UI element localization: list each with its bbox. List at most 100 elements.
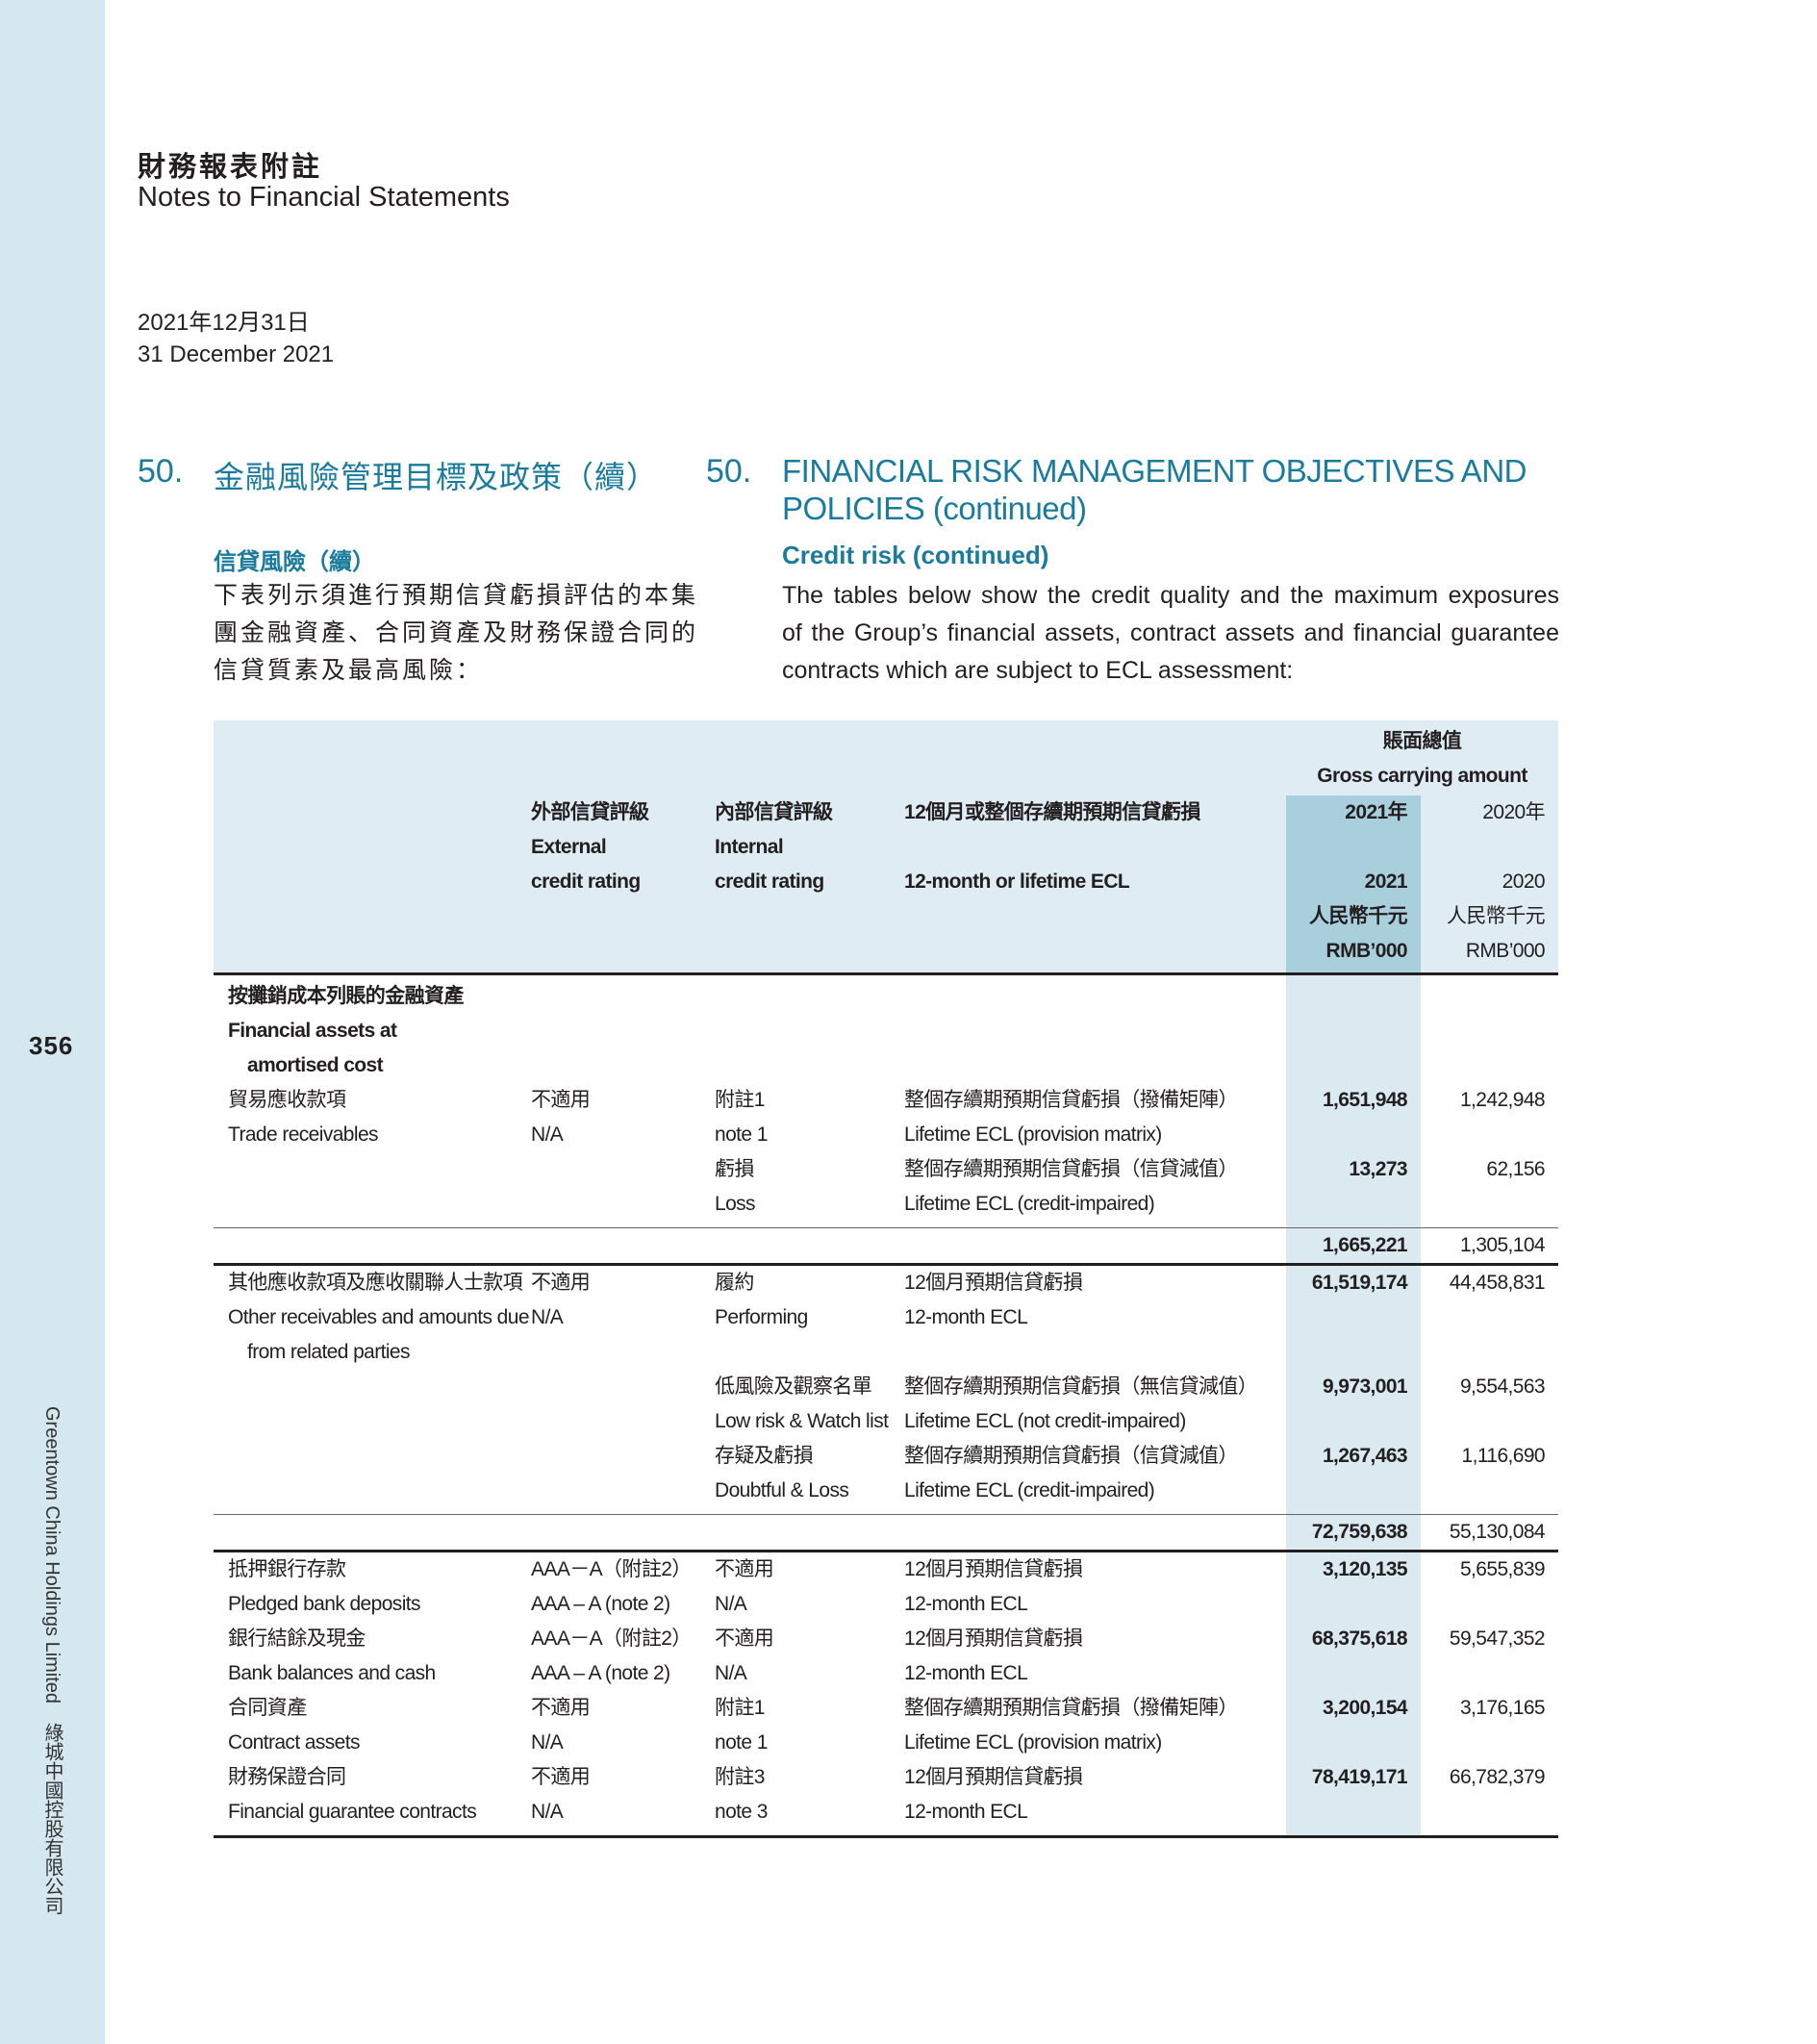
cell [1421, 974, 1558, 1084]
table-row: 虧損 Loss 整個存續期預期信貸虧損（信貸減值） Lifetime ECL (cre… [214, 1152, 1558, 1228]
external-rating: 不適用 N/A [531, 1265, 715, 1371]
value: 3,120,135 [1322, 1558, 1408, 1580]
ecl-stage-line: 12-month ECL [904, 1801, 1028, 1823]
table-row: 財務保證合同 Financial guarantee contracts 不適用 N/… [214, 1760, 1558, 1838]
row-label: 其他應收款項及應收關聯人士款項 Other receivables and amo… [214, 1265, 531, 1371]
ecl-stage-line: 整個存續期預期信貸虧損（撥備矩陣） [904, 1089, 1238, 1111]
section-title-en-2: POLICIES (continued) [782, 491, 1087, 526]
row-label: 財務保證合同 Financial guarantee contracts [214, 1760, 531, 1838]
paragraph-line: 信貸質素及最高風險： [214, 657, 484, 684]
amount-2021: 3,200,154 [1286, 1691, 1421, 1760]
ecl-stage-line: 12個月預期信貸虧損 [904, 1558, 1083, 1580]
row-label-line: Contract assets [228, 1731, 361, 1754]
header-text: 內部信貸評級 [715, 801, 833, 823]
external-rating-line: N/A [531, 1123, 564, 1146]
external-rating: AAA－A（附註2） AAA – A (note 2) [531, 1622, 715, 1691]
external-rating [531, 1370, 715, 1439]
section-title-zh: 金融風險管理目標及政策（續） [214, 460, 659, 494]
header-text: 2021年 [1345, 801, 1407, 823]
row-label [214, 1439, 531, 1515]
value: 66,782,379 [1449, 1766, 1546, 1788]
row-label-line: 抵押銀行存款 [228, 1558, 346, 1580]
amount-2021: 13,273 [1286, 1152, 1421, 1228]
row-label [214, 1152, 531, 1228]
heading-line: amortised cost [247, 1054, 384, 1076]
header-text: Internal [715, 836, 784, 858]
external-rating-line: N/A [531, 1731, 564, 1754]
value: 44,458,831 [1449, 1272, 1546, 1294]
cell [531, 1514, 715, 1552]
header-title-en: Notes to Financial Statements [138, 182, 510, 213]
table-row: 存疑及虧損 Doubtful & Loss 整個存續期預期信貸虧損（信貸減值） Lif… [214, 1439, 1558, 1515]
amount-2021: 1,267,463 [1286, 1439, 1421, 1515]
col-2020: 2020年 2020 人民幣千元 RMB’000 [1421, 795, 1558, 975]
gross-header-en: Gross carrying amount [1317, 765, 1527, 787]
external-rating-line: N/A [531, 1801, 564, 1823]
cell [904, 974, 1286, 1084]
ecl-stage: 整個存續期預期信貸虧損（無信貸減值） Lifetime ECL (not cred… [904, 1370, 1286, 1439]
value: 3,200,154 [1322, 1697, 1408, 1719]
section-heading: 按攤銷成本列賬的金融資產 Financial assets at amortised… [214, 974, 531, 1084]
amount-2020: 66,782,379 [1421, 1760, 1558, 1838]
ecl-stage-line: 12個月預期信貸虧損 [904, 1272, 1083, 1294]
value: 78,419,171 [1311, 1766, 1408, 1788]
value: 61,519,174 [1311, 1272, 1408, 1294]
ecl-stage-line: 12-month ECL [904, 1306, 1028, 1328]
internal-rating: 虧損 Loss [715, 1152, 904, 1228]
date-en: 31 December 2021 [138, 341, 335, 367]
internal-rating-line: note 3 [715, 1801, 768, 1823]
ecl-stage-line: 整個存續期預期信貸虧損（無信貸減值） [904, 1375, 1258, 1398]
row-label-line: Other receivables and amounts due [228, 1306, 530, 1328]
heading-line: Financial assets at [228, 1020, 397, 1042]
ecl-stage-line: 12-month ECL [904, 1662, 1028, 1684]
internal-rating: 履約 Performing [715, 1265, 904, 1371]
row-label: 合同資產 Contract assets [214, 1691, 531, 1760]
header-text: 12個月或整個存續期預期信貸虧損 [904, 801, 1200, 823]
ecl-stage: 整個存續期預期信貸虧損（撥備矩陣） Lifetime ECL (provision… [904, 1083, 1286, 1152]
amount-2021: 3,120,135 [1286, 1551, 1421, 1622]
header-text: 外部信貸評級 [531, 801, 649, 823]
internal-rating: 低風險及觀察名單 Low risk & Watch list [715, 1370, 904, 1439]
amount-2021: 1,651,948 [1286, 1083, 1421, 1152]
date-zh: 2021年12月31日 [138, 310, 310, 336]
external-rating [531, 1439, 715, 1515]
row-label-line: Pledged bank deposits [228, 1593, 421, 1615]
subheading-en: Credit risk (continued) [782, 541, 1049, 569]
external-rating-line: AAA－A（附註2） [531, 1628, 692, 1650]
row-label: 抵押銀行存款 Pledged bank deposits [214, 1552, 531, 1623]
header-text: credit rating [531, 871, 641, 893]
amount-2020: 59,547,352 [1421, 1622, 1558, 1691]
internal-rating-line: Performing [715, 1306, 808, 1328]
header-text: 2021 [1364, 871, 1408, 893]
header-title-zh: 財務報表附註 [138, 150, 323, 183]
cell [904, 1227, 1286, 1266]
cell [214, 1514, 531, 1552]
external-rating-line: 不適用 [531, 1089, 591, 1111]
cell [531, 974, 715, 1084]
subtotal-2020: 55,130,084 [1421, 1514, 1558, 1552]
paragraph-line: of the Group’s financial assets, contrac… [782, 619, 1559, 646]
external-rating: 不適用 N/A [531, 1083, 715, 1152]
gross-header-zh: 賬面總值 [1382, 730, 1462, 752]
internal-rating-line: note 1 [715, 1123, 768, 1146]
cell [715, 1227, 904, 1266]
subtotal-row: 1,665,221 1,305,104 [214, 1227, 1558, 1266]
value: 1,267,463 [1322, 1445, 1408, 1467]
ecl-stage: 整個存續期預期信貸虧損（撥備矩陣） Lifetime ECL (provision… [904, 1691, 1286, 1760]
row-label: 貿易應收款項 Trade receivables [214, 1083, 531, 1152]
subheading-zh: 信貸風險（續） [214, 549, 375, 575]
ecl-stage-line: Lifetime ECL (credit-impaired) [904, 1479, 1155, 1501]
value: 9,973,001 [1322, 1375, 1408, 1398]
paragraph-line: The tables below show the credit quality… [782, 582, 1559, 609]
ecl-stage-line: Lifetime ECL (provision matrix) [904, 1731, 1162, 1754]
internal-rating-line: 虧損 [715, 1158, 754, 1180]
value: 1,242,948 [1459, 1089, 1546, 1111]
section-title-en-1: FINANCIAL RISK MANAGEMENT OBJECTIVES AND [782, 453, 1527, 489]
internal-rating: 不適用 N/A [715, 1552, 904, 1623]
value: 59,547,352 [1449, 1628, 1546, 1650]
internal-rating-line: 履約 [715, 1272, 754, 1294]
cell [531, 1227, 715, 1266]
row-label-line: 財務保證合同 [228, 1766, 346, 1788]
external-rating-line: AAA – A (note 2) [531, 1593, 670, 1615]
header-text: 人民幣千元 [1309, 905, 1408, 927]
